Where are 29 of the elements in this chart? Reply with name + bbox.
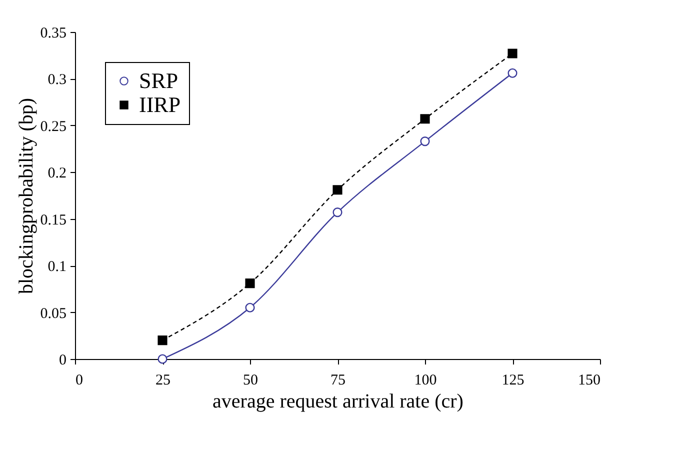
point	[420, 114, 430, 124]
y-tick-label: 0.3	[48, 72, 66, 88]
point	[332, 208, 342, 218]
x-tick-label: 0	[76, 372, 83, 388]
y-tick-label: 0.2	[48, 166, 66, 182]
point	[158, 336, 168, 346]
point	[245, 302, 255, 312]
point	[245, 278, 255, 288]
point	[420, 136, 430, 146]
y-tick-label: 0.1	[48, 259, 66, 276]
point	[158, 354, 168, 364]
legend-label: IIRP	[139, 92, 181, 117]
y-tick-label: 0.15	[40, 212, 66, 228]
y-axis-title: blockingprobability (bp)	[15, 98, 38, 294]
point	[508, 48, 518, 58]
x-tick-label: 25	[156, 372, 170, 388]
x-tick-label: 50	[243, 372, 258, 388]
y-tick-label: 0.25	[40, 118, 66, 135]
y-tick-label: 0.35	[40, 26, 66, 42]
point	[508, 68, 518, 78]
x-tick-label: 125	[502, 372, 524, 388]
legend-label: SRP	[139, 68, 178, 93]
y-tick-label: 0	[59, 352, 66, 368]
y-tick-label: 0.05	[40, 306, 66, 322]
x-axis-title: average request arrival rate (cr)	[212, 390, 464, 412]
x-tick-label: 75	[330, 372, 346, 388]
x-tick-label: 100	[414, 372, 437, 388]
x-tick-label: 150	[578, 372, 600, 388]
point	[332, 185, 342, 195]
